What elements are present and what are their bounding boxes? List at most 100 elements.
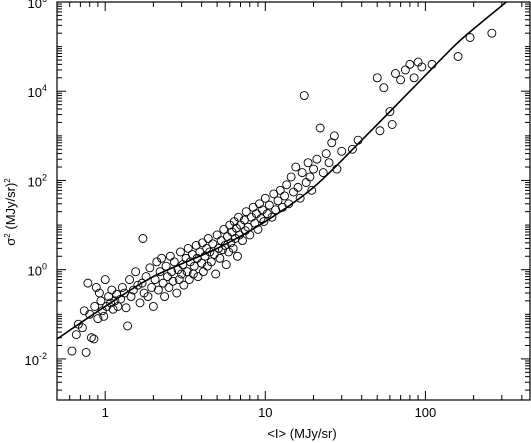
data-point: [315, 123, 325, 133]
x-tick-label: 10: [258, 405, 272, 420]
data-point: [158, 278, 168, 288]
data-point: [83, 278, 93, 288]
data-point: [295, 193, 305, 203]
data-point: [93, 314, 103, 324]
data-point: [487, 28, 497, 38]
data-point: [219, 224, 229, 234]
data-point: [184, 275, 194, 285]
data-point: [312, 154, 322, 164]
data-point: [385, 107, 395, 117]
data-point: [189, 261, 199, 271]
data-point: [67, 346, 77, 356]
data-point: [321, 149, 331, 159]
y-axis-ticks: 10-2 100 102 104 106: [25, 0, 530, 391]
data-point: [177, 269, 187, 279]
data-point: [405, 59, 415, 69]
data-point: [183, 243, 193, 253]
data-point: [86, 333, 96, 343]
data-point: [241, 207, 251, 217]
data-point: [387, 120, 397, 129]
data-point: [169, 257, 179, 267]
data-point: [71, 330, 81, 340]
data-point: [126, 292, 136, 301]
data-point: [337, 146, 347, 156]
data-point: [172, 288, 182, 298]
data-point: [417, 62, 427, 72]
data-point: [117, 282, 127, 292]
data-point: [153, 285, 163, 295]
data-point: [318, 168, 328, 178]
data-point: [175, 247, 185, 257]
data-point: [138, 234, 148, 243]
x-axis-title: <I> (MJy/sr): [267, 426, 336, 441]
data-point: [409, 73, 419, 83]
data-point: [329, 131, 339, 141]
data-point: [275, 185, 285, 195]
data-point: [179, 280, 189, 290]
data-point: [391, 69, 400, 78]
data-point: [211, 269, 221, 279]
data-point: [307, 185, 317, 195]
data-points: [67, 28, 497, 357]
x-axis-ticks: 1 10 100: [56, 2, 523, 420]
data-point: [379, 83, 389, 93]
data-point: [212, 230, 222, 240]
data-point: [286, 172, 296, 182]
data-point: [193, 272, 203, 282]
data-point: [222, 232, 232, 242]
data-point: [400, 65, 410, 75]
data-point: [301, 178, 311, 187]
data-point: [123, 321, 133, 331]
x-tick-label: 100: [415, 405, 437, 420]
data-point: [160, 292, 170, 301]
data-point: [165, 251, 175, 261]
data-point: [131, 267, 141, 277]
data-point: [164, 282, 174, 292]
data-point: [264, 200, 274, 210]
data-point: [81, 347, 91, 357]
data-point: [203, 234, 213, 243]
data-point: [106, 298, 116, 308]
data-point: [135, 298, 145, 308]
data-point: [110, 296, 120, 306]
data-point: [299, 91, 309, 101]
data-point: [163, 272, 172, 282]
x-tick-label: 1: [102, 405, 109, 420]
y-axis-title: σ2 (MJy/sr)2: [3, 178, 18, 246]
data-point: [297, 168, 307, 178]
data-point: [267, 212, 277, 222]
data-point: [89, 334, 99, 344]
data-point: [133, 280, 143, 290]
data-point: [324, 158, 334, 168]
data-point: [137, 278, 147, 288]
data-point: [125, 275, 135, 285]
data-point: [347, 144, 357, 154]
y-tick-label: 10-2: [25, 351, 47, 368]
data-point: [96, 296, 106, 306]
data-point: [143, 292, 153, 301]
data-point: [233, 251, 242, 261]
data-point: [465, 33, 475, 42]
data-point: [100, 275, 110, 285]
data-point: [280, 191, 290, 201]
y-tick-label: 102: [28, 172, 47, 189]
data-point: [208, 239, 218, 249]
data-point: [99, 311, 109, 321]
data-point: [198, 267, 208, 277]
data-point: [453, 52, 463, 61]
y-tick-label: 106: [28, 0, 47, 11]
data-point: [273, 196, 283, 206]
data-point: [260, 193, 270, 203]
data-point: [168, 276, 178, 286]
data-point: [108, 304, 118, 314]
data-point: [221, 260, 231, 270]
data-point: [215, 253, 225, 263]
data-point: [90, 302, 100, 311]
data-point: [309, 164, 318, 174]
data-point: [375, 126, 385, 136]
data-point: [157, 253, 167, 263]
data-point: [91, 282, 101, 292]
y-tick-label: 104: [28, 83, 47, 100]
data-point: [427, 59, 437, 69]
